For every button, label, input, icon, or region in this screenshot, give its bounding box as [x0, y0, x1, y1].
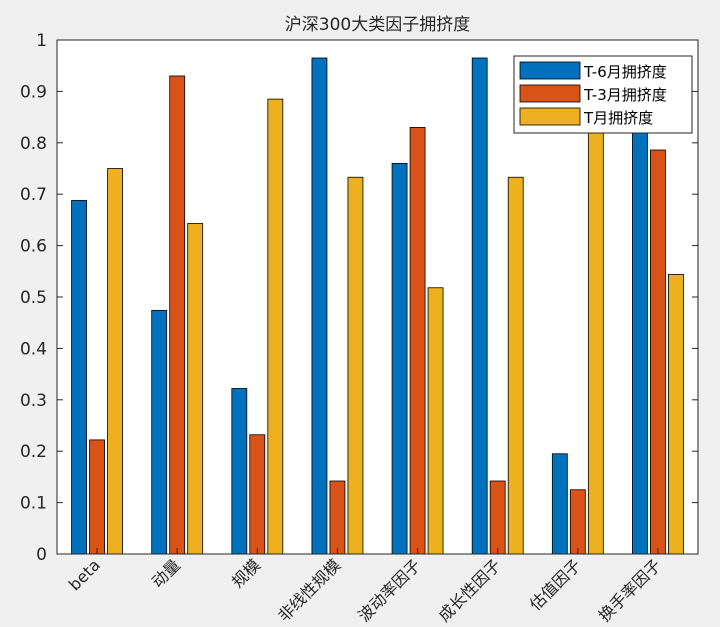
legend-swatch-2 — [519, 107, 581, 126]
bar-series-1-cat-1 — [169, 75, 186, 555]
chart-title: 沪深300大类因子拥挤度 — [285, 15, 470, 35]
bar-series-1-cat-7 — [650, 149, 666, 555]
y-tick-label: 0.7 — [20, 185, 47, 205]
legend-swatch-1 — [519, 84, 581, 103]
bar-series-0-cat-2 — [231, 388, 248, 555]
bar-series-2-cat-5 — [507, 176, 524, 555]
legend-label-1: T-3月拥挤度 — [583, 86, 667, 104]
x-tick-label: 换手率因子 — [595, 555, 665, 625]
bar-series-2-cat-0 — [107, 168, 123, 555]
x-tick-label: 规模 — [228, 555, 264, 591]
x-tick-label: 非线性规模 — [274, 555, 344, 625]
legend-label-2: T月拥挤度 — [583, 109, 653, 127]
bar-series-2-cat-6 — [587, 121, 604, 555]
bar-series-1-cat-6 — [569, 489, 586, 555]
bar-series-2-cat-1 — [187, 223, 204, 555]
y-tick-label: 0.9 — [20, 82, 47, 102]
bar-series-1-cat-5 — [489, 480, 506, 555]
y-tick-label: 0.5 — [20, 288, 47, 308]
bar-series-0-cat-7 — [632, 121, 648, 555]
bar-series-0-cat-0 — [71, 199, 87, 555]
x-axis-ticks: beta 动量 规模 非线性规模 波动率因子 成长性因子 估值因子 换手率因子 — [65, 548, 665, 625]
bar-series-2-cat-3 — [347, 176, 364, 555]
y-tick-label: 0.1 — [20, 494, 47, 514]
bar-series-0-cat-6 — [551, 453, 568, 555]
bar-series-1-cat-2 — [249, 434, 266, 555]
legend: T-6月拥挤度 T-3月拥挤度 T月拥挤度 — [513, 55, 693, 134]
bar-series-2-cat-2 — [267, 98, 284, 555]
bar-series-0-cat-1 — [151, 309, 168, 555]
x-tick-label: 成长性因子 — [435, 555, 505, 625]
bar-series-1-cat-4 — [409, 126, 426, 555]
bar-series-2-cat-7 — [668, 273, 684, 555]
bar-series-0-cat-5 — [471, 57, 488, 555]
bars-layer — [71, 57, 684, 555]
bar-series-0-cat-4 — [391, 162, 408, 555]
x-tick-label: 动量 — [148, 555, 184, 591]
y-tick-label: 0.8 — [20, 134, 47, 154]
y-tick-label: 0 — [36, 545, 47, 565]
x-tick-label: 估值因子 — [526, 555, 585, 614]
y-tick-label: 1 — [36, 31, 47, 51]
legend-label-0: T-6月拥挤度 — [583, 63, 667, 81]
plot-border — [56, 39, 699, 555]
bar-series-0-cat-3 — [311, 57, 328, 555]
y-tick-label: 0.6 — [20, 237, 47, 257]
bar-series-1-cat-0 — [89, 439, 105, 555]
y-tick-label: 0.2 — [20, 442, 47, 462]
legend-swatch-0 — [519, 61, 581, 80]
bar-series-1-cat-3 — [329, 480, 346, 555]
bar-series-2-cat-4 — [427, 287, 444, 555]
y-tick-label: 0.4 — [20, 339, 47, 359]
x-tick-label: 波动率因子 — [354, 555, 424, 625]
y-axis-ticks: 0 0.1 0.2 0.3 0.4 0.5 0.6 0.7 0.8 0.9 1 — [20, 31, 698, 565]
y-tick-label: 0.3 — [20, 391, 47, 411]
x-tick-label: beta — [65, 555, 104, 594]
